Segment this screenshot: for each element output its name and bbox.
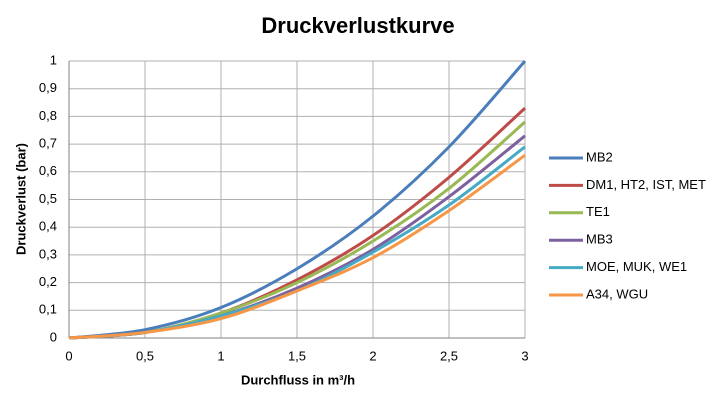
legend-label: A34, WGU xyxy=(586,286,648,301)
y-tick-label: 0,6 xyxy=(39,163,57,178)
legend-label: MB3 xyxy=(586,232,613,247)
x-tick-label: 3 xyxy=(521,348,528,363)
legend-label: MOE, MUK, WE1 xyxy=(586,259,687,274)
x-tick-label: 0,5 xyxy=(136,348,154,363)
y-tick-label: 0,8 xyxy=(39,108,57,123)
legend-label: MB2 xyxy=(586,149,613,164)
x-tick-label: 0 xyxy=(65,348,72,363)
y-tick-label: 0,3 xyxy=(39,246,57,261)
x-tick-label: 1 xyxy=(217,348,224,363)
chart-title: Druckverlustkurve xyxy=(261,13,454,38)
legend-label: DM1, HT2, IST, MET xyxy=(586,177,706,192)
x-axis-title: Durchfluss in m³/h xyxy=(241,372,355,387)
y-tick-label: 0,1 xyxy=(39,302,57,317)
y-tick-label: 0,5 xyxy=(39,191,57,206)
y-axis-title: Druckverlust (bar) xyxy=(13,143,28,255)
y-tick-label: 0 xyxy=(50,329,57,344)
y-tick-label: 0,7 xyxy=(39,136,57,151)
y-tick-label: 0,9 xyxy=(39,80,57,95)
y-tick-label: 0,2 xyxy=(39,274,57,289)
y-tick-label: 0,4 xyxy=(39,219,57,234)
data-line xyxy=(68,60,527,340)
x-tick-label: 2 xyxy=(369,348,376,363)
y-tick-label: 1 xyxy=(50,52,57,67)
legend-label: TE1 xyxy=(586,204,610,219)
data-line xyxy=(68,153,526,340)
x-tick-label: 1,5 xyxy=(288,348,306,363)
x-tick-label: 2,5 xyxy=(440,348,458,363)
